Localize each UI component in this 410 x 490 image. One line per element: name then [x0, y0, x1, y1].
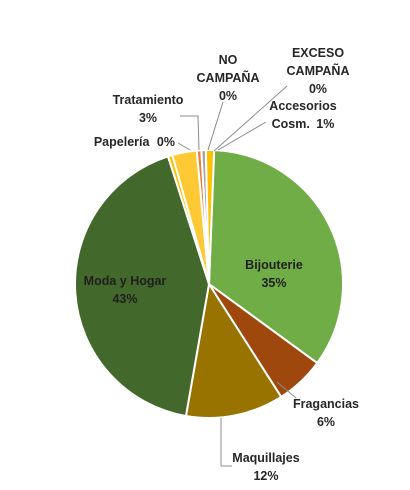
label-moda-hogar-value: 43% [112, 292, 137, 306]
label-exceso-campana-1: EXCESO [292, 46, 344, 60]
label-no-campana-value: 0% [219, 89, 237, 103]
leader-no-campana [207, 101, 224, 151]
leader-maquillajes [220, 418, 232, 467]
label-exceso-campana-value: 0% [309, 82, 327, 96]
label-bijouterie: Bijouterie [245, 258, 303, 272]
label-tratamiento: Tratamiento [113, 93, 184, 107]
label-fragancias: Fragancias [293, 397, 359, 411]
label-tratamiento-value: 3% [139, 111, 157, 125]
label-no-campana-1: NO [219, 53, 238, 67]
leader-tratamiento [180, 115, 200, 151]
label-papeleria-value: 0% [157, 135, 175, 149]
label-bijouterie-value: 35% [261, 276, 286, 290]
label-fragancias-value: 6% [317, 415, 335, 429]
leader-papeleria [177, 142, 191, 151]
label-accesorios-value: 1% [316, 117, 334, 131]
label-accesorios-name: Cosm. [272, 117, 310, 131]
slice-maquillajes [184, 281, 283, 419]
label-moda-hogar: Moda y Hogar [84, 274, 167, 288]
leader-exceso-campana [213, 85, 288, 152]
label-no-campana-2: CAMPAÑA [197, 70, 260, 85]
label-papeleria: Papelería 0% [94, 135, 175, 149]
slice-moda-y-hogar [74, 155, 211, 418]
label-papeleria-name: Papelería [94, 135, 151, 149]
slice-accesorios-cosm [204, 149, 216, 285]
label-maquillajes-value: 12% [253, 469, 278, 483]
label-maquillajes: Maquillajes [232, 451, 299, 465]
label-accesorios-2: Cosm. 1% [272, 117, 335, 131]
leader-fragancias [276, 381, 297, 399]
label-exceso-campana-2: CAMPAÑA [287, 63, 350, 78]
leader-accesorios [217, 121, 267, 151]
label-accesorios-1: Accesorios [269, 99, 336, 113]
slice-bijouterie [207, 149, 345, 365]
leader-lines [177, 85, 297, 467]
pie-slices [74, 149, 345, 419]
